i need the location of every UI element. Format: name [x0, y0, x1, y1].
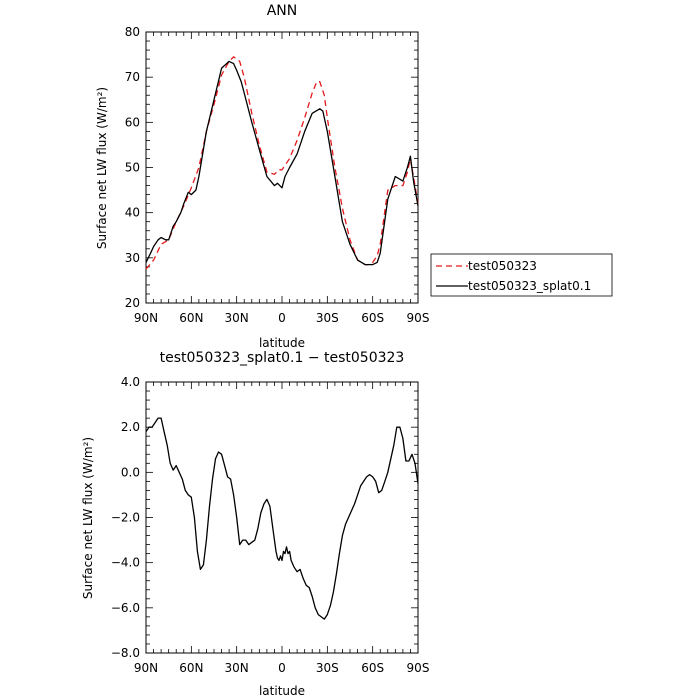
top-plot-area: 90N 60N 30N 0 30S 60S 90S 20 30 40 50 60 70 80 — [125, 25, 430, 325]
top-x-tick-label: 60S — [361, 311, 384, 325]
top-y-tick-label: 20 — [125, 296, 140, 310]
top-x-tick-label: 30S — [316, 311, 339, 325]
bottom-y-tick-label: −2.0 — [111, 511, 140, 525]
top-y-tick-label: 50 — [125, 161, 140, 175]
top-series-line-0 — [145, 56, 419, 270]
top-title: ANN — [267, 3, 298, 19]
bottom-y-tick-label: 4.0 — [121, 375, 140, 389]
bottom-y-tick-label: 2.0 — [121, 420, 140, 434]
legend: test050323 test050323_splat0.1 — [430, 253, 613, 297]
bottom-y-axis-label: Surface net LW flux (W/m²) — [81, 437, 95, 599]
bottom-x-tick-label: 30S — [316, 661, 339, 675]
legend-label-test050323: test050323 — [468, 259, 537, 273]
top-y-tick-label: 80 — [125, 25, 140, 39]
chart-top: ANN 90N 60N 30N 0 30S 60S 90S 20 30 40 50 60 70 80 la… — [95, 3, 429, 350]
bottom-series-line-0 — [145, 417, 419, 620]
top-y-tick-label: 30 — [125, 251, 140, 265]
bottom-x-tick-label: 60N — [179, 661, 203, 675]
legend-box — [430, 253, 613, 297]
top-y-tick-label: 70 — [125, 70, 140, 84]
top-x-tick-label: 90S — [407, 311, 430, 325]
top-x-tick-label: 90N — [134, 311, 158, 325]
bottom-x-tick-label: 0 — [278, 661, 286, 675]
chart-bottom: test050323_splat0.1 − test050323 90N 60N 3… — [81, 350, 429, 698]
top-x-tick-label: 60N — [179, 311, 203, 325]
bottom-x-tick-label: 90N — [134, 661, 158, 675]
top-x-tick-label: 0 — [278, 311, 286, 325]
bottom-plot-frame — [145, 381, 419, 654]
legend-label-test050323-splat: test050323_splat0.1 — [468, 279, 591, 293]
top-y-axis-label: Surface net LW flux (W/m²) — [95, 87, 109, 249]
bottom-x-tick-label: 60S — [361, 661, 384, 675]
top-y-tick-label: 60 — [125, 115, 140, 129]
bottom-y-tick-label: −4.0 — [111, 556, 140, 570]
bottom-x-tick-label: 30N — [225, 661, 249, 675]
top-series-line-1 — [145, 60, 419, 266]
bottom-y-tick-label: −8.0 — [111, 646, 140, 660]
bottom-x-axis-label: latitude — [259, 684, 305, 698]
top-y-tick-label: 40 — [125, 206, 140, 220]
top-x-tick-label: 30N — [225, 311, 249, 325]
bottom-x-tick-label: 90S — [407, 661, 430, 675]
bottom-title: test050323_splat0.1 − test050323 — [160, 350, 405, 366]
bottom-y-tick-label: 0.0 — [121, 465, 140, 479]
top-x-axis-label: latitude — [259, 336, 305, 350]
bottom-y-tick-label: −6.0 — [111, 601, 140, 615]
bottom-plot-area: 90N 60N 30N 0 30S 60S 90S −8.0 −6.0 −4.0 −2.0 0.0 2.… — [111, 375, 430, 675]
